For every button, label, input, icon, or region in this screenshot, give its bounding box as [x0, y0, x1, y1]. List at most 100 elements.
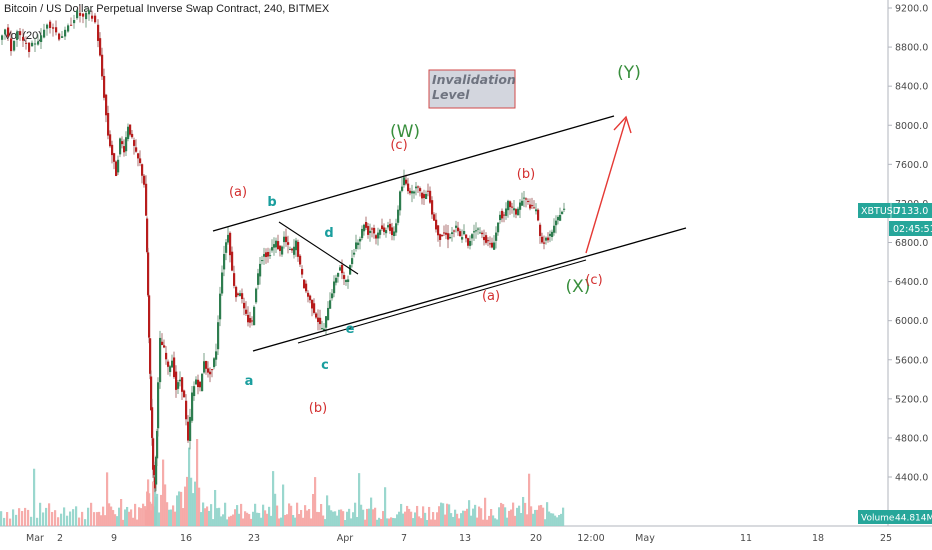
candle-up: [379, 229, 382, 235]
volume-bar: [108, 503, 111, 526]
candle-down: [547, 237, 550, 241]
candle-down: [343, 275, 346, 279]
candle-down: [437, 225, 440, 236]
triangle-upper-line[interactable]: [278, 221, 359, 275]
volume-bar: [236, 505, 239, 526]
volume-bar: [252, 511, 255, 526]
volume-bar: [450, 513, 453, 526]
volume-bar: [258, 512, 261, 526]
volume-bar: [366, 508, 369, 526]
volume-bar: [302, 517, 305, 526]
candle-up: [519, 202, 522, 210]
volume-bar: [240, 503, 243, 526]
y-tick-label: 9200.0: [895, 4, 928, 15]
candle-up: [415, 186, 418, 189]
candle-up: [469, 240, 472, 246]
candle-down: [407, 183, 410, 192]
volume-bar: [220, 516, 223, 526]
volume-bar: [93, 512, 96, 526]
volume-bar: [266, 513, 269, 526]
candle-up: [85, 12, 88, 20]
volume-bar: [176, 495, 179, 526]
candle-up: [395, 223, 398, 233]
candle-down: [391, 227, 394, 236]
candle-down: [491, 242, 494, 248]
candle-down: [409, 190, 412, 194]
candle-down: [543, 242, 546, 244]
volume-bar: [214, 489, 217, 526]
candle-down: [405, 179, 408, 184]
candle-up: [177, 382, 180, 389]
y-tick-label: 6800.0: [895, 238, 928, 249]
candle-down: [533, 207, 536, 209]
volume-bar: [468, 500, 471, 526]
candle-up: [493, 242, 496, 250]
wave-label: (c): [390, 138, 407, 153]
candle-up: [16, 31, 19, 40]
candle-up: [169, 366, 172, 373]
candle-up: [397, 209, 400, 223]
candle-down: [235, 286, 238, 298]
volume-bar: [324, 519, 327, 526]
candle-down: [539, 224, 542, 236]
volume-bar: [434, 519, 437, 526]
candle-up: [401, 186, 404, 191]
volume-bar: [310, 518, 313, 526]
price-scale[interactable]: [888, 0, 932, 550]
candle-down: [94, 15, 97, 23]
volume-bar: [540, 504, 543, 526]
invalidation-box[interactable]: [428, 69, 516, 109]
volume-bar: [212, 519, 215, 526]
channel-lower-line[interactable]: [252, 227, 687, 352]
candle-down: [371, 228, 374, 230]
volume-bar: [170, 509, 173, 526]
candle-down: [419, 188, 422, 192]
volume-bar: [534, 509, 537, 526]
projection-arrow[interactable]: [585, 118, 627, 254]
candle-down: [149, 338, 152, 374]
candle-down: [429, 190, 432, 203]
volume-bar: [386, 518, 389, 526]
candle-up: [331, 293, 334, 299]
triangle-lower-line[interactable]: [297, 259, 587, 344]
candle-down: [167, 361, 170, 367]
channel-upper-line[interactable]: [212, 115, 615, 232]
candle-down: [165, 352, 168, 360]
candle-down: [311, 299, 314, 309]
volume-bar: [27, 509, 30, 526]
volume-bar: [142, 503, 145, 526]
wave-label: e: [346, 322, 355, 337]
volume-bar: [504, 507, 507, 526]
volume-bar: [550, 513, 553, 526]
volume-bar: [322, 515, 325, 526]
volume-bar: [192, 493, 195, 526]
candle-down: [501, 210, 504, 219]
candle-down: [305, 283, 308, 292]
candle-up: [403, 177, 406, 186]
volume-bar: [288, 503, 291, 526]
candle-down: [503, 214, 506, 216]
volume-bar: [530, 506, 533, 526]
candle-up: [385, 230, 388, 234]
candle-down: [531, 205, 534, 207]
volume-badge-value: 44.814M: [895, 514, 932, 524]
candle-up: [88, 10, 91, 15]
candle-down: [467, 238, 470, 246]
candle-down: [91, 15, 94, 19]
volume-bar: [402, 513, 405, 526]
candle-up: [551, 231, 554, 238]
volume-bar: [396, 514, 399, 526]
volume-bar: [242, 518, 245, 526]
volume-bar: [482, 519, 485, 526]
volume-bar: [432, 512, 435, 526]
candle-up: [76, 10, 79, 19]
volume-bar: [420, 518, 423, 526]
candle-down: [173, 357, 176, 378]
chart-title: Bitcoin / US Dollar Perpetual Inverse Sw…: [4, 3, 330, 15]
candle-up: [357, 242, 360, 246]
volume-bar: [280, 517, 283, 526]
candle-down: [109, 134, 112, 147]
